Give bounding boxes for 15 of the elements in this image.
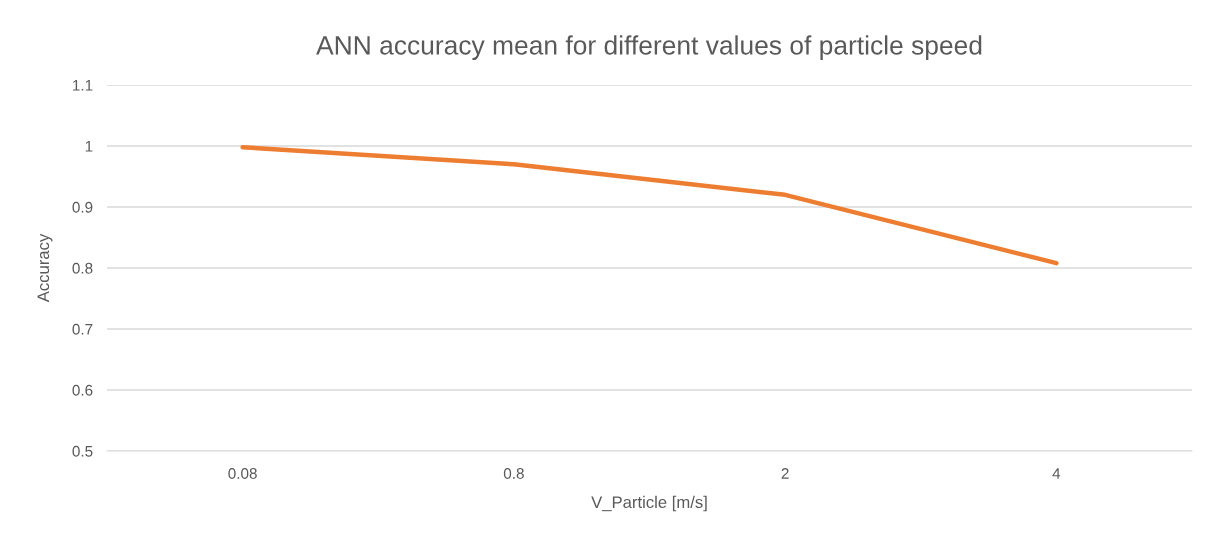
y-tick-label: 0.8 — [72, 262, 93, 274]
x-tick-label: 0.8 — [503, 468, 524, 479]
y-tick-label: 0.7 — [72, 323, 93, 335]
x-tick-label: 4 — [1052, 468, 1061, 479]
x-axis-title: V_Particle [m/s] — [591, 495, 707, 512]
x-tick-label: 2 — [781, 468, 789, 479]
y-tick-label: 1 — [85, 141, 93, 152]
line-series — [240, 145, 1059, 266]
y-tick-label: 0.9 — [72, 201, 93, 213]
y-tick-label: 0.6 — [72, 384, 93, 396]
y-axis-title: Accuracy — [37, 233, 53, 303]
chart-title: ANN accuracy mean for different values of particle speed — [316, 35, 982, 60]
x-tick-label: 0.08 — [228, 468, 257, 479]
y-tick-label: 0.5 — [72, 445, 93, 457]
y-tick-label: 1.1 — [73, 80, 93, 91]
